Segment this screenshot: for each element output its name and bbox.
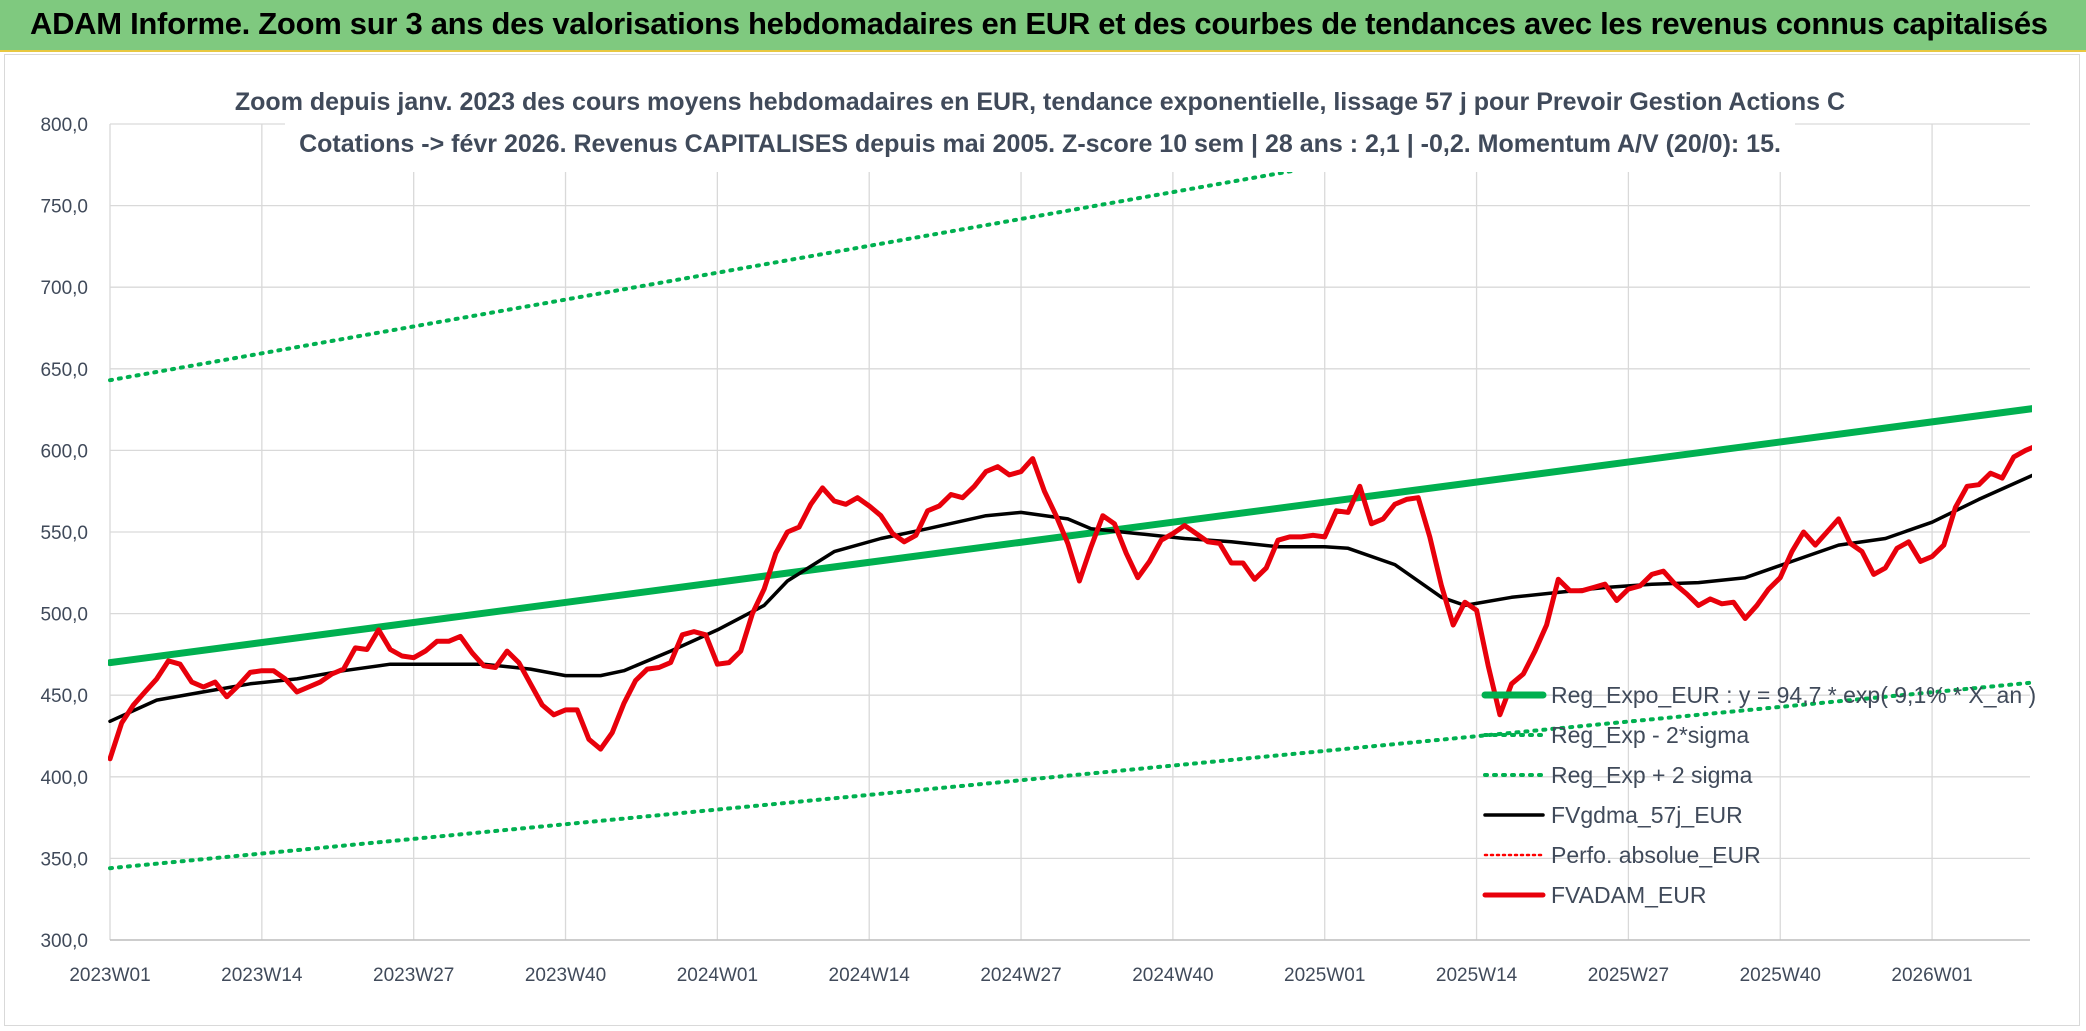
legend-label: FVADAM_EUR: [1551, 882, 1707, 908]
chart-title-line-2: Cotations -> févr 2026. Revenus CAPITALI…: [299, 130, 1781, 158]
upper-band-line: [108, 122, 1581, 383]
legend-label: Reg_Exp - 2*sigma: [1551, 722, 1749, 748]
y-tick-label: 550,0: [40, 523, 88, 544]
x-tick-label: 2024W40: [1132, 965, 1213, 986]
title-banner: ADAM Informe. Zoom sur 3 ans des valoris…: [0, 0, 2086, 52]
trend-line: [108, 405, 2032, 667]
x-tick-label: 2023W14: [221, 965, 303, 986]
series-layer: [108, 122, 2032, 871]
y-tick-label: 400,0: [40, 768, 88, 789]
y-tick-label: 700,0: [40, 278, 88, 299]
y-tick-label: 300,0: [40, 931, 88, 952]
lower-band-line: [108, 680, 2032, 871]
x-tick-label: 2026W01: [1891, 965, 1972, 986]
x-tick-label: 2025W14: [1436, 965, 1518, 986]
x-tick-label: 2023W27: [373, 965, 454, 986]
report-title: ADAM Informe. Zoom sur 3 ans des valoris…: [30, 6, 2048, 41]
chart-title-background: [285, 80, 1795, 172]
chart-frame: [4, 54, 2080, 1026]
legend: Reg_Expo_EUR : y = 94,7 * exp( 9,1% * X_…: [1481, 682, 2036, 908]
x-tick-label: 2024W14: [829, 965, 911, 986]
x-tick-label: 2025W40: [1740, 965, 1821, 986]
chart-title-line-1: Zoom depuis janv. 2023 des cours moyens …: [235, 88, 1845, 116]
price-line: [108, 444, 2032, 762]
x-tick-label: 2024W01: [677, 965, 758, 986]
x-tick-label: 2025W27: [1588, 965, 1669, 986]
y-axis-ticks: 300,0 350,0 400,0 450,0 500,0 550,0 600,0 650,0…: [40, 115, 88, 952]
y-tick-label: 500,0: [40, 605, 88, 626]
x-tick-label: 2023W40: [525, 965, 606, 986]
legend-label: FVgdma_57j_EUR: [1551, 802, 1743, 828]
x-tick-label: 2023W01: [69, 965, 150, 986]
x-axis-ticks: 2023W01 2023W14 2023W27 2023W40 2024W01 2024W…: [69, 965, 1972, 986]
y-tick-label: 800,0: [40, 115, 88, 136]
legend-label: Reg_Expo_EUR : y = 94,7 * exp( 9,1% * X_…: [1551, 682, 2036, 708]
x-tick-label: 2024W27: [980, 965, 1061, 986]
moving-average-line: [108, 473, 2032, 724]
y-tick-label: 750,0: [40, 197, 88, 218]
y-tick-label: 650,0: [40, 360, 88, 381]
x-tick-label: 2025W01: [1284, 965, 1365, 986]
y-tick-label: 450,0: [40, 686, 88, 707]
legend-label: Reg_Exp + 2 sigma: [1551, 762, 1753, 788]
y-tick-label: 600,0: [40, 441, 88, 462]
legend-label: Perfo. absolue_EUR: [1551, 842, 1761, 868]
y-tick-label: 350,0: [40, 849, 88, 870]
